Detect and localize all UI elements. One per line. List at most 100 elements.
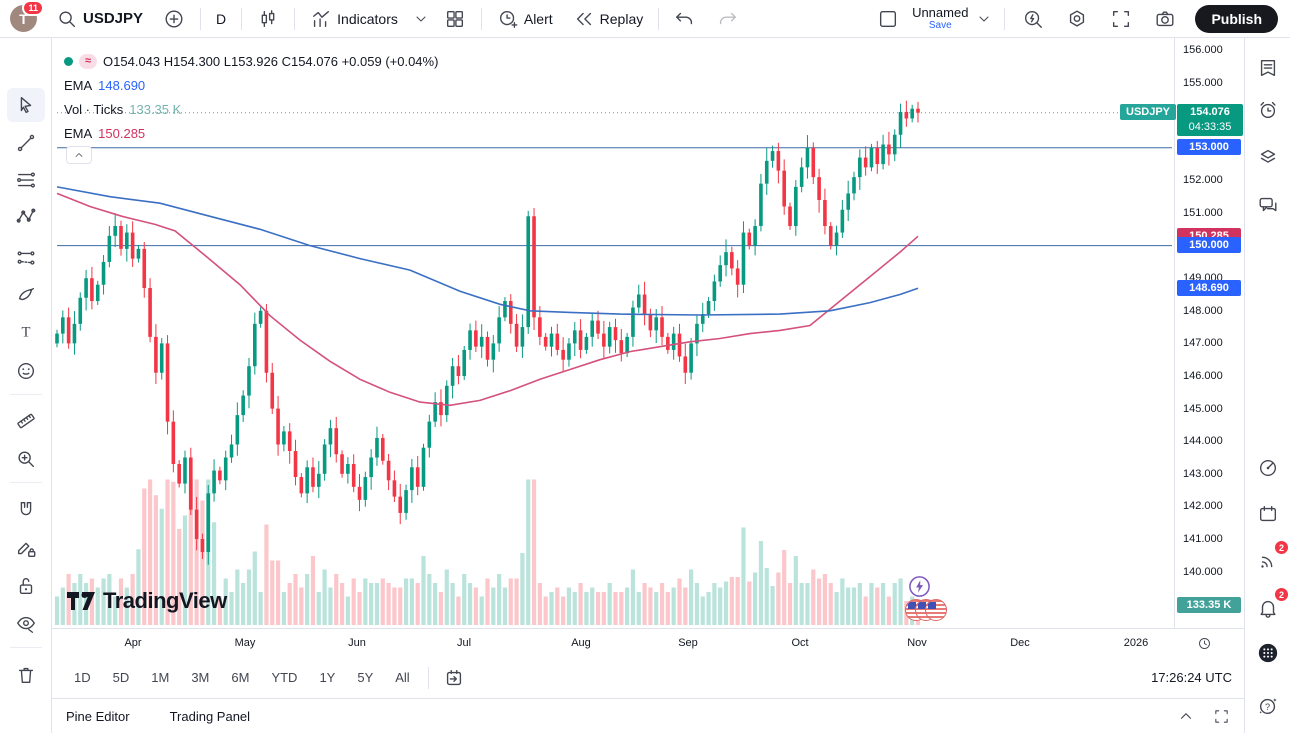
- fib-retracement-tool[interactable]: [7, 163, 45, 197]
- time-axis-clock-icon[interactable]: [1197, 636, 1212, 651]
- quick-search-button[interactable]: [1013, 4, 1053, 34]
- range-button-1y[interactable]: 1Y: [319, 670, 336, 685]
- compare-add-symbol-button[interactable]: [154, 4, 194, 34]
- notifications-button[interactable]: 2: [1252, 587, 1289, 624]
- time-axis-label: Oct: [791, 637, 809, 649]
- range-button-5d[interactable]: 5D: [112, 670, 130, 685]
- trend-line-tool[interactable]: [7, 126, 45, 160]
- lock-drawings-tool[interactable]: [7, 569, 45, 603]
- apps-grid-icon: [1258, 643, 1278, 663]
- layout-select-button[interactable]: [868, 4, 908, 34]
- legend-ema-blue-row[interactable]: EMA 148.690: [64, 73, 438, 97]
- last-price-label: 154.076 04:33:35: [1177, 103, 1243, 136]
- alert-clock-icon: [499, 10, 518, 28]
- indicators-button[interactable]: Indicators: [301, 4, 407, 34]
- alerts-panel-button[interactable]: [1252, 94, 1284, 126]
- candlestick-icon: [261, 9, 275, 27]
- layout-name-button[interactable]: Unnamed Save: [912, 5, 968, 32]
- legend-volume-row[interactable]: Vol · Ticks 133.35 K: [64, 97, 438, 121]
- indicators-dropdown[interactable]: [409, 4, 433, 34]
- price-tick: 155.000: [1183, 76, 1223, 89]
- volume-value: 133.35 K: [129, 101, 182, 117]
- expand-panel-chevron-icon[interactable]: [1177, 707, 1195, 725]
- time-axis-label: Apr: [124, 637, 142, 649]
- range-button-1m[interactable]: 1M: [151, 670, 170, 685]
- save-label[interactable]: Save: [928, 20, 952, 32]
- economic-event-icon[interactable]: [908, 575, 931, 603]
- undo-button[interactable]: [665, 4, 705, 34]
- toolbar-separator: [480, 7, 482, 30]
- indicator-templates-button[interactable]: [435, 4, 475, 34]
- price-chart[interactable]: [52, 38, 1174, 628]
- price-line-label: 153.000: [1177, 139, 1241, 156]
- chart-pane[interactable]: [52, 38, 1174, 628]
- time-axis[interactable]: Apr May Jun Jul Aug Sep Oct Nov Dec 2026: [52, 628, 1244, 657]
- drawing-mode-tool[interactable]: [7, 531, 45, 565]
- range-button-1d[interactable]: 1D: [74, 670, 91, 685]
- range-button-all[interactable]: All: [395, 670, 410, 685]
- us-economic-events-icons[interactable]: [905, 599, 947, 621]
- cursor-tool[interactable]: [7, 88, 45, 122]
- target-icon: [1259, 459, 1277, 477]
- tradingview-watermark: TradingView: [66, 588, 227, 614]
- redo-button[interactable]: [707, 4, 747, 34]
- price-axis[interactable]: 156.000 155.000 152.000 151.000 149.000 148.0…: [1174, 38, 1244, 628]
- chevron-down-icon: [979, 16, 989, 21]
- hotlists-button[interactable]: [1252, 452, 1284, 484]
- range-button-5y[interactable]: 5Y: [357, 670, 374, 685]
- layout-dropdown[interactable]: [972, 4, 996, 34]
- hide-drawings-tool[interactable]: [7, 607, 45, 641]
- pine-editor-button[interactable]: Pine Editor: [66, 708, 130, 724]
- quick-search-lightning-icon: [1025, 10, 1043, 28]
- symbol-search-button[interactable]: USDJPY: [47, 4, 152, 34]
- range-button-3m[interactable]: 3M: [191, 670, 210, 685]
- range-toolbar: 1D 5D 1M 3M 6M YTD 1Y 5Y All 17:26:24 UTC: [52, 657, 1244, 698]
- magnet-tool[interactable]: [7, 493, 45, 527]
- indicators-icon: [313, 10, 330, 27]
- bar-countdown: 04:33:35: [1188, 120, 1232, 133]
- trading-panel-button[interactable]: Trading Panel: [169, 708, 251, 724]
- range-button-6m[interactable]: 6M: [231, 670, 250, 685]
- redo-icon: [720, 12, 737, 24]
- legend-symbol-row[interactable]: ≈ O154.043 H154.300 L153.926 C154.076 +0…: [64, 49, 438, 73]
- emoji-icon: [17, 362, 35, 380]
- calendar-button[interactable]: [1252, 498, 1284, 530]
- range-button-ytd[interactable]: YTD: [271, 670, 298, 685]
- fullscreen-button[interactable]: [1101, 4, 1141, 34]
- chat-button[interactable]: [1252, 189, 1284, 221]
- streams-button[interactable]: 2: [1252, 540, 1289, 577]
- legend-collapse-button[interactable]: [66, 146, 92, 164]
- user-avatar[interactable]: T 11: [10, 0, 44, 32]
- apps-button[interactable]: [1252, 637, 1284, 669]
- snapshot-button[interactable]: [1145, 4, 1185, 34]
- watchlist-icon: [1260, 59, 1276, 77]
- help-button[interactable]: ?: [1252, 690, 1284, 722]
- chart-settings-button[interactable]: [1057, 4, 1097, 34]
- price-tick: 141.000: [1183, 533, 1223, 545]
- measure-tool[interactable]: [7, 404, 45, 438]
- remove-drawings-tool[interactable]: [7, 658, 45, 692]
- interval-button[interactable]: D: [216, 10, 227, 27]
- publish-button[interactable]: Publish: [1195, 4, 1278, 33]
- brush-icon: [18, 287, 35, 301]
- delayed-data-chip[interactable]: ≈: [79, 53, 98, 69]
- zoom-in-tool[interactable]: [7, 442, 45, 476]
- text-tool[interactable]: T: [7, 315, 45, 349]
- chart-legend: ≈ O154.043 H154.300 L153.926 C154.076 +0…: [64, 49, 438, 145]
- utc-clock[interactable]: 17:26:24 UTC: [1151, 670, 1232, 685]
- replay-button[interactable]: Replay: [564, 4, 653, 34]
- emoji-tool[interactable]: [7, 354, 45, 388]
- legend-ema-pink-row[interactable]: EMA 150.285: [64, 121, 438, 145]
- brush-tool[interactable]: [7, 278, 45, 312]
- cursor-icon: [20, 96, 32, 114]
- maximize-panel-icon[interactable]: [1213, 708, 1230, 725]
- alert-button[interactable]: Alert: [488, 4, 562, 34]
- notifications-badge: 2: [1274, 587, 1289, 602]
- pattern-tool[interactable]: [7, 200, 45, 234]
- go-to-date-button[interactable]: [439, 663, 469, 693]
- watchlist-button[interactable]: [1252, 52, 1284, 84]
- projection-tool[interactable]: [7, 241, 45, 275]
- object-tree-button[interactable]: [1252, 141, 1284, 173]
- price-tick: 146.000: [1183, 370, 1223, 382]
- chart-type-button[interactable]: [248, 4, 288, 34]
